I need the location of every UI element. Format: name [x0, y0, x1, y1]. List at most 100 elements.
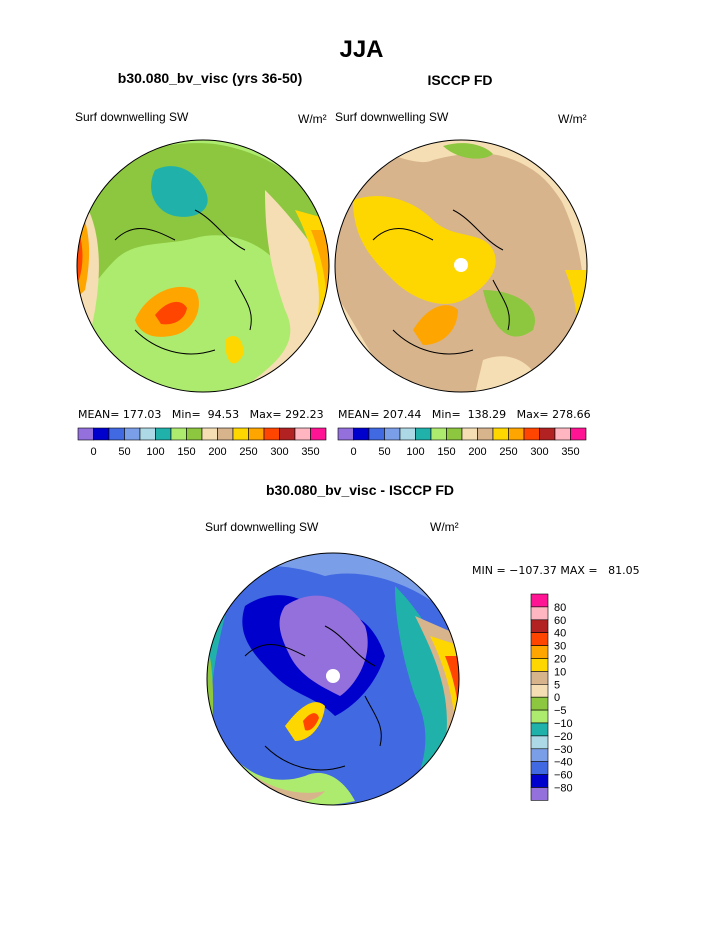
panel1-colorbar-box	[186, 427, 203, 441]
panel1-colorbar-tick-label: 150	[177, 446, 195, 458]
panel2-map	[334, 139, 588, 393]
panel2-colorbar-box	[337, 427, 354, 441]
panel2-colorbar-tick-label: 350	[561, 446, 579, 458]
panel3-colorbar-box	[530, 722, 549, 737]
panel1-field-green	[77, 143, 329, 310]
panel3-field-purple	[279, 595, 368, 696]
panel2-colorbar-box	[430, 427, 447, 441]
panel2-variable-label: Surf downwelling SW	[335, 110, 449, 124]
page-title: JJA	[339, 36, 384, 63]
panel3-colorbar-box	[530, 696, 549, 711]
panel2-pole-mask	[454, 258, 468, 272]
panel3-colorbar-box	[530, 684, 549, 698]
panel2-colorbar-box	[554, 427, 571, 441]
panel3-colorbar-box	[530, 735, 549, 750]
panel2-units: W/m²	[558, 112, 587, 126]
panel1-colorbar-box	[170, 427, 187, 441]
panel1-colorbar-tick-label: 50	[118, 446, 130, 458]
panel2-colorbar-box	[399, 427, 416, 441]
panel2-colorbar-tick-label: 50	[378, 446, 390, 458]
panel1-coastlines	[114, 209, 252, 355]
panel1-title: b30.080_bv_visc (yrs 36-50)	[117, 70, 303, 86]
panel1-field-teal-top	[151, 166, 208, 217]
panel1-field-red-left	[77, 220, 83, 282]
panel2-colorbar-box	[539, 427, 556, 441]
panel3-colorbar-tick-label: −30	[554, 744, 573, 756]
panel2-colorbar-tick-label: 200	[468, 446, 486, 458]
panel1-colorbar-box	[108, 427, 125, 441]
panel2-field-orange-greenland	[413, 305, 458, 345]
panel3-colorbar-box	[530, 606, 549, 621]
panel3-colorbar-tick-label: −5	[554, 705, 567, 717]
panel2-map-border	[334, 139, 588, 393]
panel3-colorbar-box	[530, 619, 549, 633]
panel3-colorbar-tick-label: 30	[554, 641, 566, 653]
panel3-colorbar-box	[530, 787, 549, 801]
panel1-stats: MEAN= 177.03 Min= 94.53 Max= 292.23	[78, 408, 324, 421]
panel3-colorbar-box	[530, 761, 549, 775]
panel3-colorbar-tick-label: −40	[554, 757, 573, 769]
panel2-colorbar-tick-label: 300	[530, 446, 548, 458]
panel3-colorbar-box	[530, 658, 549, 672]
panel3-colorbar-box	[530, 593, 549, 608]
panel3-colorbar-tick-label: 0	[554, 692, 560, 704]
panel1-colorbar-box	[124, 427, 141, 441]
panel3-colorbar-box	[530, 774, 549, 788]
panel1-colorbar-box	[279, 427, 296, 441]
panel3-variable-label: Surf downwelling SW	[205, 520, 319, 534]
panel1-colorbar-box	[310, 427, 327, 441]
panel2-colorbar-tick-label: 250	[499, 446, 517, 458]
panel2-colorbar-box	[353, 427, 370, 441]
panel3-colorbar-tick-label: 10	[554, 666, 566, 678]
panel1-colorbar-tick-label: 200	[208, 446, 226, 458]
panel3-colorbar-tick-label: 20	[554, 654, 566, 666]
panel3-colorbar-tick-label: 5	[554, 679, 560, 691]
panel1-colorbar-box	[248, 427, 265, 441]
panel2-colorbar-box	[368, 427, 385, 441]
panel3-minmax: MIN = −107.37 MAX = 81.05	[472, 564, 640, 577]
panel3-colorbar-tick-label: 60	[554, 615, 566, 627]
panel3-coastlines	[244, 625, 382, 771]
panel3-title: b30.080_bv_visc - ISCCP FD	[265, 482, 455, 498]
panel1-colorbar-tick-label: 0	[90, 446, 96, 458]
panel2-colorbar-box	[461, 427, 478, 441]
panel1-colorbar-box	[77, 427, 94, 441]
panel3-colorbar-box	[530, 709, 549, 724]
panel3-colorbar-box	[530, 632, 549, 646]
panel1-colorbar-box	[263, 427, 280, 441]
panel1-field-yellow-spot	[225, 335, 244, 364]
panel3-map-border	[206, 552, 460, 806]
panel1-colorbar-tick-label: 300	[270, 446, 288, 458]
panel3-field-red-right	[445, 656, 459, 786]
panel3-colorbar-box	[530, 748, 549, 763]
panel1-units: W/m²	[298, 112, 327, 126]
panel2-title: ISCCP FD	[427, 72, 493, 88]
panel2-colorbar-box	[523, 427, 540, 441]
panel2-colorbar: 0 50 100 150 200 250 300 350	[337, 427, 587, 458]
panel3-colorbar-tick-label: −60	[554, 770, 573, 782]
panel3-pole-mask	[326, 669, 340, 683]
panel1-variable-label: Surf downwelling SW	[75, 110, 189, 124]
panel2-colorbar-tick-label: 100	[406, 446, 424, 458]
panel3-colorbar-box	[530, 645, 549, 659]
panel3-colorbar-tick-label: −20	[554, 731, 573, 743]
panel1-colorbar-tick-label: 350	[301, 446, 319, 458]
panel2-colorbar-box	[446, 427, 463, 441]
panel2-field-green-top	[443, 143, 493, 159]
panel2-colorbar-tick-label: 150	[437, 446, 455, 458]
panel3-colorbar-box	[530, 671, 549, 685]
panel3-map	[206, 552, 460, 806]
panel2-colorbar-box	[570, 427, 587, 441]
panel1-colorbar-tick-label: 100	[146, 446, 164, 458]
panel2-colorbar-box	[477, 427, 494, 441]
panel2-coastlines	[372, 209, 510, 355]
panel1-map-border	[76, 139, 330, 393]
panel3-field-red-greenland	[303, 713, 319, 731]
panel2-colorbar-box	[508, 427, 525, 441]
panel1-colorbar-box	[201, 427, 218, 441]
panel2-colorbar-box	[384, 427, 401, 441]
panel1-colorbar-box	[217, 427, 234, 441]
panel3-colorbar-tick-label: 40	[554, 628, 566, 640]
panel1-colorbar-tick-label: 250	[239, 446, 257, 458]
